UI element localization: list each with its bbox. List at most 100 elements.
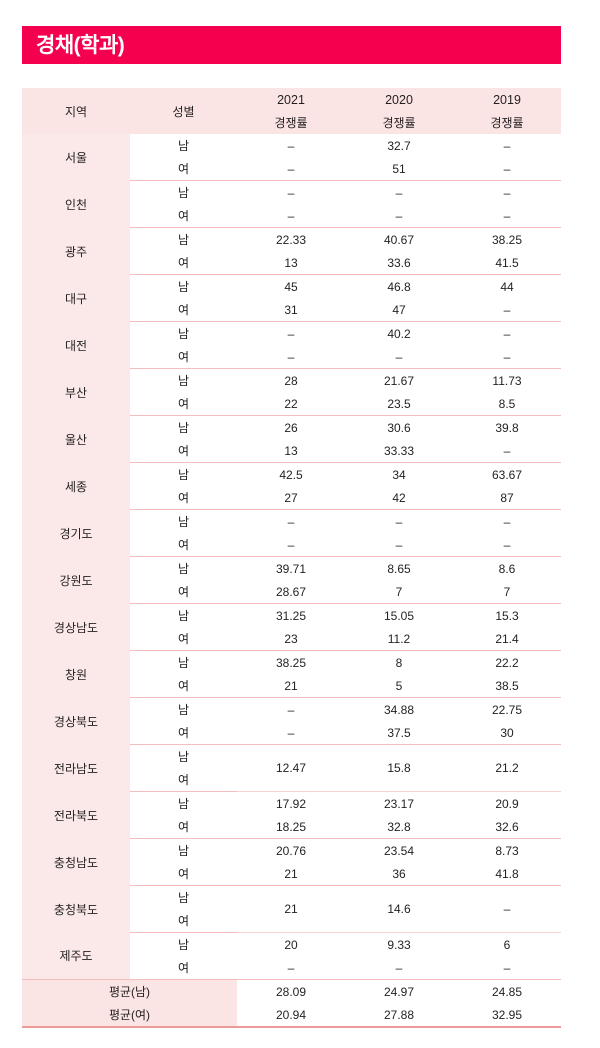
table-body: 서울 남 –32.7– 여 –51– 인천 남 – – – 여 – – – 광주 남 22.33 40.67 38.… <box>22 134 561 980</box>
region-label: 대전 <box>22 321 130 369</box>
value-cell-female-2020: 37.5 <box>345 721 453 745</box>
table-row: 여 27 42 87 <box>22 486 561 510</box>
table-row: 여 – – – <box>22 533 561 557</box>
table-row: 여 28.67 7 7 <box>22 580 561 604</box>
header-year-2020: 2020 <box>345 88 453 111</box>
value-cell-female-2021: – <box>237 956 345 980</box>
gender-label-male: 남 <box>130 932 237 956</box>
value-cell-male-2021: – <box>237 134 345 157</box>
table-row: 인천 남 – – – <box>22 180 561 228</box>
summary-label: 평균(여) <box>22 1003 237 1028</box>
value-cell-male-2021: 22.33 <box>237 227 345 251</box>
table-row: 여 21 5 38.5 <box>22 674 561 698</box>
gender-label-male: 남 <box>130 274 237 298</box>
value-cell-female-2020: 51 <box>345 157 453 181</box>
value-cell-male-2019: 20.9 <box>453 791 561 815</box>
gender-label-male: 남 <box>130 462 237 486</box>
gender-label-male: 남 <box>130 885 237 909</box>
value-cell-female-2020: 5 <box>345 674 453 698</box>
value-cell-male-2020: 34 <box>345 462 453 486</box>
gender-label-female: 여 <box>130 862 237 886</box>
region-label: 창원 <box>22 650 130 698</box>
value-cell-female-2020: 36 <box>345 862 453 886</box>
table-row: 여 22 23.5 8.5 <box>22 392 561 416</box>
value-cell-male-2019: – <box>453 180 561 204</box>
value-cell-2020: 15.8 <box>345 744 453 792</box>
table-row: 여 – – – <box>22 204 561 228</box>
region-label: 경상북도 <box>22 697 130 745</box>
gender-label-male: 남 <box>130 134 237 157</box>
value-cell-male-2019: 38.25 <box>453 227 561 251</box>
value-cell-female-2021: 31 <box>237 298 345 322</box>
header-metric-2019: 경쟁률 <box>453 111 561 134</box>
summary-label: 평균(남) <box>22 979 237 1003</box>
value-cell-male-2021: 28 <box>237 368 345 392</box>
header-metric-2021: 경쟁률 <box>237 111 345 134</box>
region-label: 충청북도 <box>22 885 130 933</box>
competition-ratio-table: 지역 성별 2021 2020 2019 경쟁률 경쟁률 경쟁률 서울 남 –32.… <box>22 88 561 1028</box>
value-cell-male-2019: 15.3 <box>453 603 561 627</box>
gender-label-male: 남 <box>130 744 237 768</box>
table-row: 여 21 36 41.8 <box>22 862 561 886</box>
table-header: 지역 성별 2021 2020 2019 경쟁률 경쟁률 경쟁률 <box>22 88 561 134</box>
value-cell-female-2019: – <box>453 533 561 557</box>
table-row: 경기도 남 – – – <box>22 509 561 557</box>
summary-value-2020: 27.88 <box>345 1003 453 1028</box>
value-cell-male-2021: 31.25 <box>237 603 345 627</box>
value-cell-female-2019: – <box>453 204 561 228</box>
competition-ratio-table-wrapper: 지역 성별 2021 2020 2019 경쟁률 경쟁률 경쟁률 서울 남 –32.… <box>22 88 561 1028</box>
value-cell-female-2020: 42 <box>345 486 453 510</box>
table-row: 여 <box>22 909 561 933</box>
value-cell-2019: 21.2 <box>453 744 561 792</box>
value-cell-male-2020: 15.05 <box>345 603 453 627</box>
gender-label-female: 여 <box>130 392 237 416</box>
value-cell-male-2019: 22.75 <box>453 697 561 721</box>
value-cell-male-2020: 21.67 <box>345 368 453 392</box>
value-cell-male-2020: 30.6 <box>345 415 453 439</box>
gender-label-male: 남 <box>130 368 237 392</box>
value-cell-male-2020: 40.2 <box>345 321 453 345</box>
table-row: 광주 남 22.33 40.67 38.25 <box>22 227 561 275</box>
section-title-banner: 경채(학과) <box>22 26 561 64</box>
value-cell-male-2019: – <box>453 134 561 157</box>
table-row: 여 18.25 32.8 32.6 <box>22 815 561 839</box>
value-cell-female-2020: 33.6 <box>345 251 453 275</box>
value-cell-male-2021: 17.92 <box>237 791 345 815</box>
value-cell-female-2020: 32.8 <box>345 815 453 839</box>
value-cell-male-2020: 9.33 <box>345 932 453 956</box>
value-cell-female-2020: 23.5 <box>345 392 453 416</box>
region-label: 전라남도 <box>22 744 130 792</box>
region-label: 인천 <box>22 180 130 228</box>
table-row: 세종 남 42.5 34 63.67 <box>22 462 561 510</box>
value-cell-female-2020: – <box>345 956 453 980</box>
table-row: 전라남도 남 12.47 15.8 21.2 <box>22 744 561 792</box>
value-cell-male-2021: 26 <box>237 415 345 439</box>
value-cell-male-2021: 42.5 <box>237 462 345 486</box>
table-row: 여 – – – <box>22 345 561 369</box>
value-cell-male-2020: 46.8 <box>345 274 453 298</box>
value-cell-female-2021: 27 <box>237 486 345 510</box>
value-cell-female-2021: 21 <box>237 674 345 698</box>
gender-label-male: 남 <box>130 791 237 815</box>
gender-label-female: 여 <box>130 768 237 792</box>
value-cell-female-2021: – <box>237 345 345 369</box>
page-title: 경채(학과) <box>36 33 125 57</box>
value-cell-male-2020: 23.54 <box>345 838 453 862</box>
summary-value-2020: 24.97 <box>345 979 453 1003</box>
region-label: 대구 <box>22 274 130 322</box>
value-cell-female-2020: – <box>345 345 453 369</box>
table-row: 여 23 11.2 21.4 <box>22 627 561 651</box>
gender-label-female: 여 <box>130 909 237 933</box>
gender-label-male: 남 <box>130 697 237 721</box>
gender-label-female: 여 <box>130 298 237 322</box>
gender-label-female: 여 <box>130 345 237 369</box>
summary-row: 평균(남) 28.09 24.97 24.85 <box>22 979 561 1003</box>
value-cell-female-2021: 28.67 <box>237 580 345 604</box>
gender-label-male: 남 <box>130 838 237 862</box>
value-cell-female-2021: 22 <box>237 392 345 416</box>
value-cell-male-2020: – <box>345 180 453 204</box>
table-row: 강원도 남 39.71 8.65 8.6 <box>22 556 561 604</box>
region-label: 울산 <box>22 415 130 463</box>
summary-value-2021: 28.09 <box>237 979 345 1003</box>
